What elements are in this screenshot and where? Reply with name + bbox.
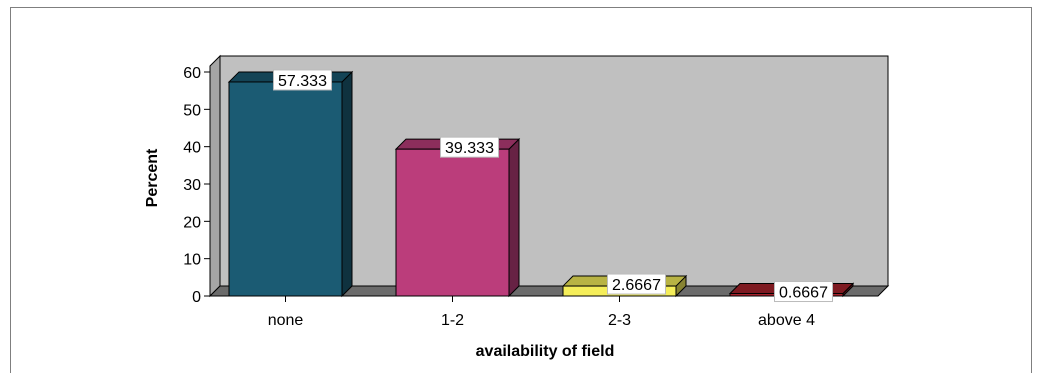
bar-1-2 [394,137,521,298]
data-label-box [607,273,666,295]
y-tick-label: 50 [183,102,201,119]
x-axis: none 1-2 2-3 above 4 [268,296,815,329]
chart-walls [208,54,890,298]
data-label: 0.6667 [779,285,828,302]
side-wall [209,54,221,298]
y-tick-label: 40 [183,140,201,157]
x-axis-title: availability of field [476,343,615,360]
data-label-box [774,281,833,303]
bar-front [395,148,510,297]
y-axis-title: Percent [144,148,161,207]
bar-side [508,137,520,298]
x-tick-label: above 4 [758,312,815,329]
y-tick-label: 0 [192,289,201,306]
data-label-box [273,69,332,91]
x-tick-label: 2-3 [608,312,631,329]
y-tick-label: 10 [183,252,201,269]
data-label-box [440,136,499,158]
bar-none [227,70,354,298]
bar-side [341,70,353,298]
y-tick-label: 60 [183,65,201,82]
data-label: 39.333 [445,140,494,157]
y-axis: 0 10 20 30 40 50 60 [183,65,211,306]
x-tick-label: 1-2 [441,312,464,329]
x-tick-label: none [268,312,304,329]
y-tick-label: 20 [183,214,201,231]
data-label: 2.6667 [612,277,661,294]
data-labels: 57.333 39.333 2.6667 0.6667 [273,69,833,303]
y-tick-label: 30 [183,177,201,194]
data-label: 57.333 [278,73,327,90]
bar-front [228,81,343,297]
